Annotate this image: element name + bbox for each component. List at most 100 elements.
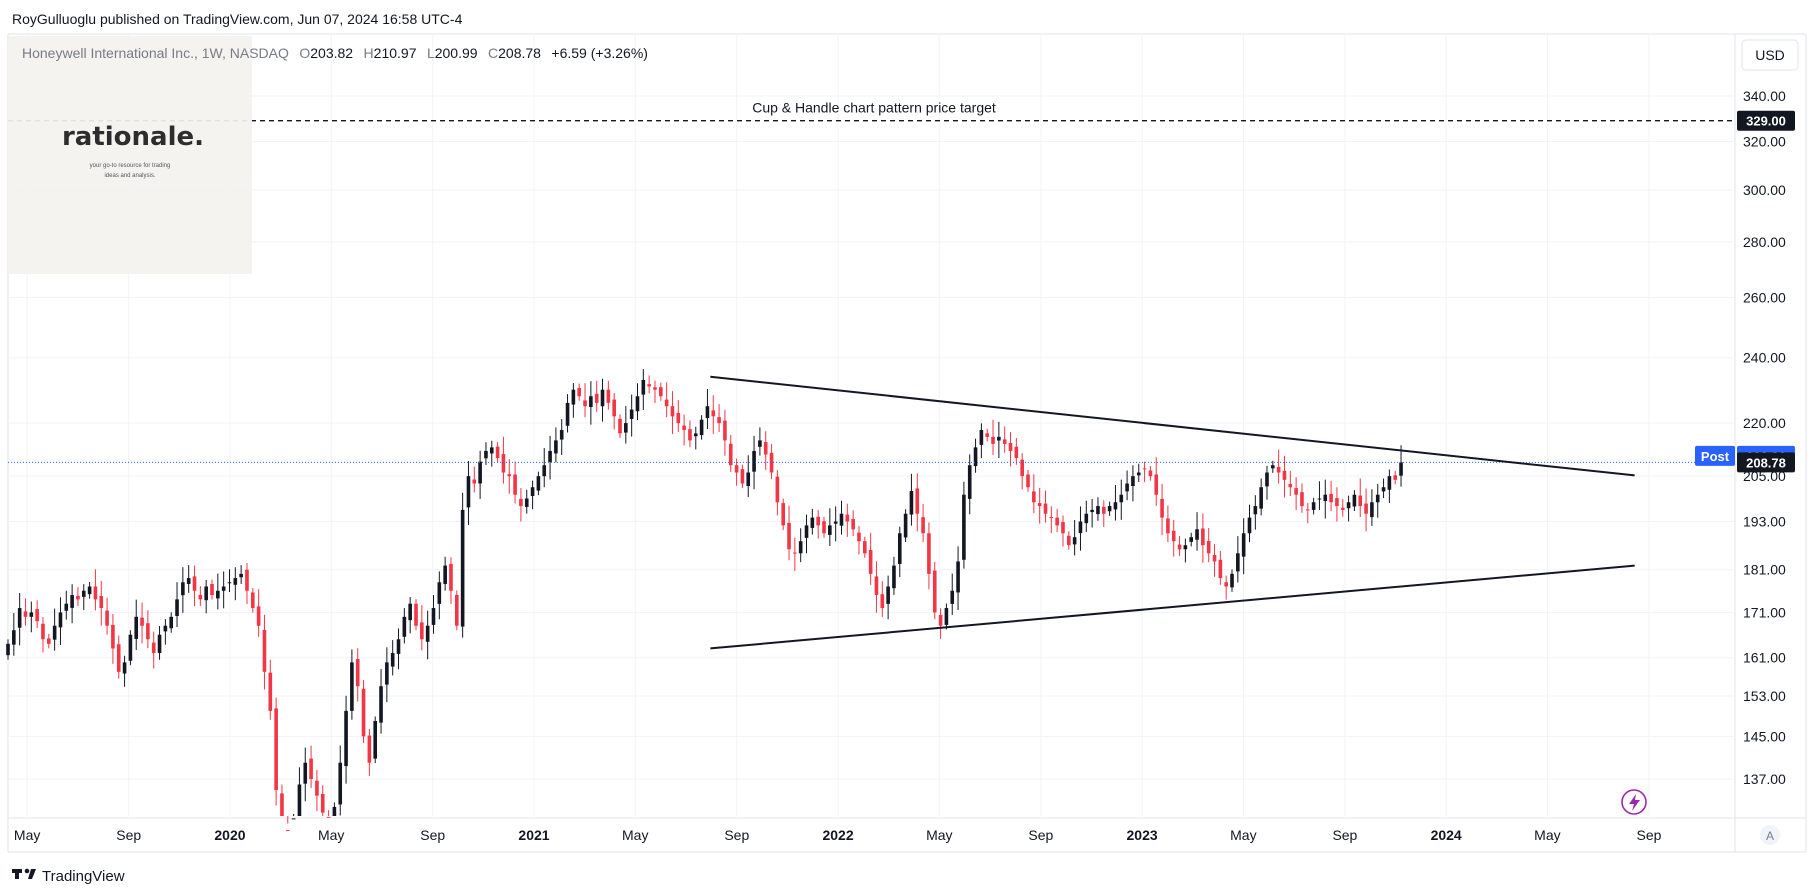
candle [1201,513,1205,563]
auto-scale-button[interactable]: A [1760,825,1780,845]
candle [1131,465,1135,502]
candle [1387,469,1392,503]
x-tick-label: May [926,827,952,843]
candle [1230,569,1234,592]
candle [216,573,220,610]
candle [338,745,343,816]
currency-button[interactable]: USD [1741,39,1799,71]
triangle-lower-trendline[interactable] [710,564,1635,650]
candle [460,492,465,638]
candle [1305,502,1310,524]
candle [76,587,80,607]
candle [122,655,127,687]
candle [629,394,634,437]
legend-close: 208.78 [498,45,541,61]
candle [12,613,16,656]
candle [431,595,436,634]
candle [1072,520,1077,556]
legend-low-label: L [427,45,435,61]
candle [991,419,995,455]
candle [285,816,290,832]
candle [355,648,360,702]
candle [169,612,174,633]
candle [1393,470,1398,485]
candle [682,414,686,446]
candle [408,597,412,634]
candle [64,590,69,620]
candle [944,603,949,630]
candle [589,381,593,425]
legend-close-label: C [488,45,498,61]
legend-high: 210.97 [374,45,417,61]
y-tick-label: 240.00 [1743,350,1786,366]
x-tick-label: May [14,827,40,843]
candle [245,563,249,604]
target-annotation[interactable]: Cup & Handle chart pattern price target [752,100,996,116]
x-tick-label: Sep [420,827,445,843]
symbol-legend[interactable]: Honeywell International Inc., 1W, NASDAQ… [22,45,648,62]
candle [804,514,809,554]
candle [1189,532,1194,547]
candle [280,784,284,816]
y-tick-label: 340.00 [1743,88,1786,104]
candle [227,569,232,593]
candle [915,473,920,532]
candle [1364,488,1368,532]
candle [845,503,850,537]
candle [414,599,418,631]
grid [8,34,1735,818]
candle [559,419,564,455]
tradingview-footer[interactable]: TradingView [12,868,125,885]
candle [688,420,692,448]
candle [192,565,197,607]
candle [385,647,389,703]
x-axis[interactable]: May Sep 2020 May Sep 2021 May Sep 2022 May Sep 2023… [14,827,1662,843]
candle [466,461,471,525]
candle [1381,478,1386,499]
candle [373,716,378,764]
candle [367,728,372,776]
legend-symbol: Honeywell International Inc., 1W, NASDAQ [22,45,289,61]
candle [250,587,255,613]
candle [740,464,745,489]
candle [524,489,529,514]
candle [670,391,675,434]
candle [851,510,855,536]
candle [752,435,756,490]
candle [495,442,500,463]
candle [1271,460,1275,473]
candle [379,669,383,734]
candle [1078,506,1083,551]
svg-text:208.78: 208.78 [1746,455,1786,470]
candle [1119,479,1124,520]
candle [798,528,803,563]
triangle-upper-trendline[interactable] [710,375,1635,477]
candle [542,448,547,488]
candle [484,442,488,465]
candle [309,745,313,788]
x-tick-label: Sep [1636,827,1661,843]
candle [1177,535,1182,556]
candle [239,565,243,584]
candle [693,426,698,450]
x-tick-label: Sep [116,827,141,843]
candle [653,380,657,403]
candle [705,389,710,430]
candle [1329,480,1333,512]
candle [1154,457,1159,506]
candle [1142,461,1147,483]
candle [454,590,459,631]
candle [787,505,791,561]
y-axis[interactable]: 137.00 145.00 153.00 161.00 171.00 181.00 193.… [1743,88,1786,787]
y-tick-label: 145.00 [1743,728,1786,744]
lightning-icon[interactable] [1621,789,1647,815]
candle [1241,518,1246,575]
candle [1107,501,1112,516]
candle [1183,538,1188,563]
candle [1166,505,1170,543]
y-tick-label: 260.00 [1743,290,1786,306]
candle [233,567,238,601]
candle [449,557,453,604]
svg-text:Honeywell International Inc.,: Honeywell International Inc., 1W, NASDAQ… [22,45,648,62]
